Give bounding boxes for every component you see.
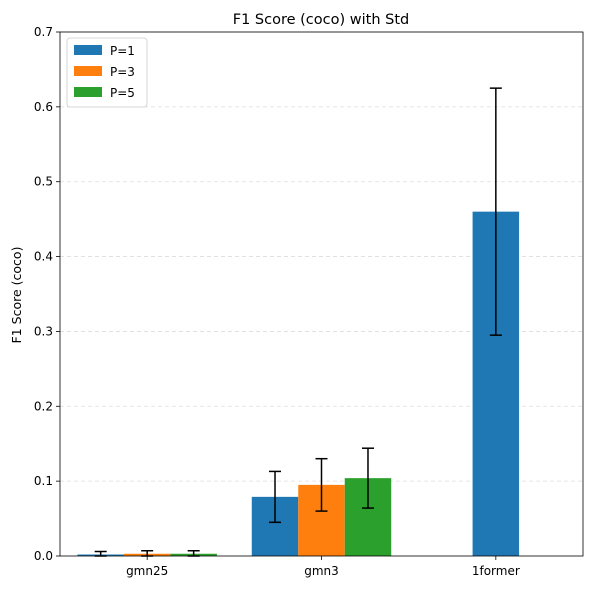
y-tick-label: 0.0 [34, 549, 53, 563]
legend: P=1 P=3 P=5 [66, 37, 148, 108]
chart-title: F1 Score (coco) with Std [233, 12, 409, 28]
y-tick-label: 0.6 [34, 100, 53, 114]
legend-label: P=5 [110, 86, 135, 100]
legend-swatch-P=3 [74, 66, 102, 76]
plot-frame [59, 31, 584, 557]
bars [77, 211, 520, 556]
y-tick-label: 0.3 [34, 324, 53, 338]
axes: 0.0 0.1 0.2 0.3 0.4 0.5 0.6 0.7 gmn25 gmn3 1former [34, 25, 584, 578]
legend-swatch-P=5 [74, 87, 102, 97]
y-tick-label: 0.2 [34, 399, 53, 413]
y-tick-label: 0.1 [34, 474, 53, 488]
legend-swatch-P=1 [74, 45, 102, 55]
x-tick-label: gmn25 [126, 564, 168, 578]
x-tick-label: 1former [472, 564, 520, 578]
y-tick-label: 0.7 [34, 25, 53, 39]
legend-label: P=3 [110, 65, 135, 79]
legend-label: P=1 [110, 44, 135, 58]
y-tick-label: 0.4 [34, 250, 53, 264]
y-tick-label: 0.5 [34, 175, 53, 189]
y-axis-label: F1 Score (coco) [9, 247, 24, 344]
x-tick-label: gmn3 [304, 564, 339, 578]
